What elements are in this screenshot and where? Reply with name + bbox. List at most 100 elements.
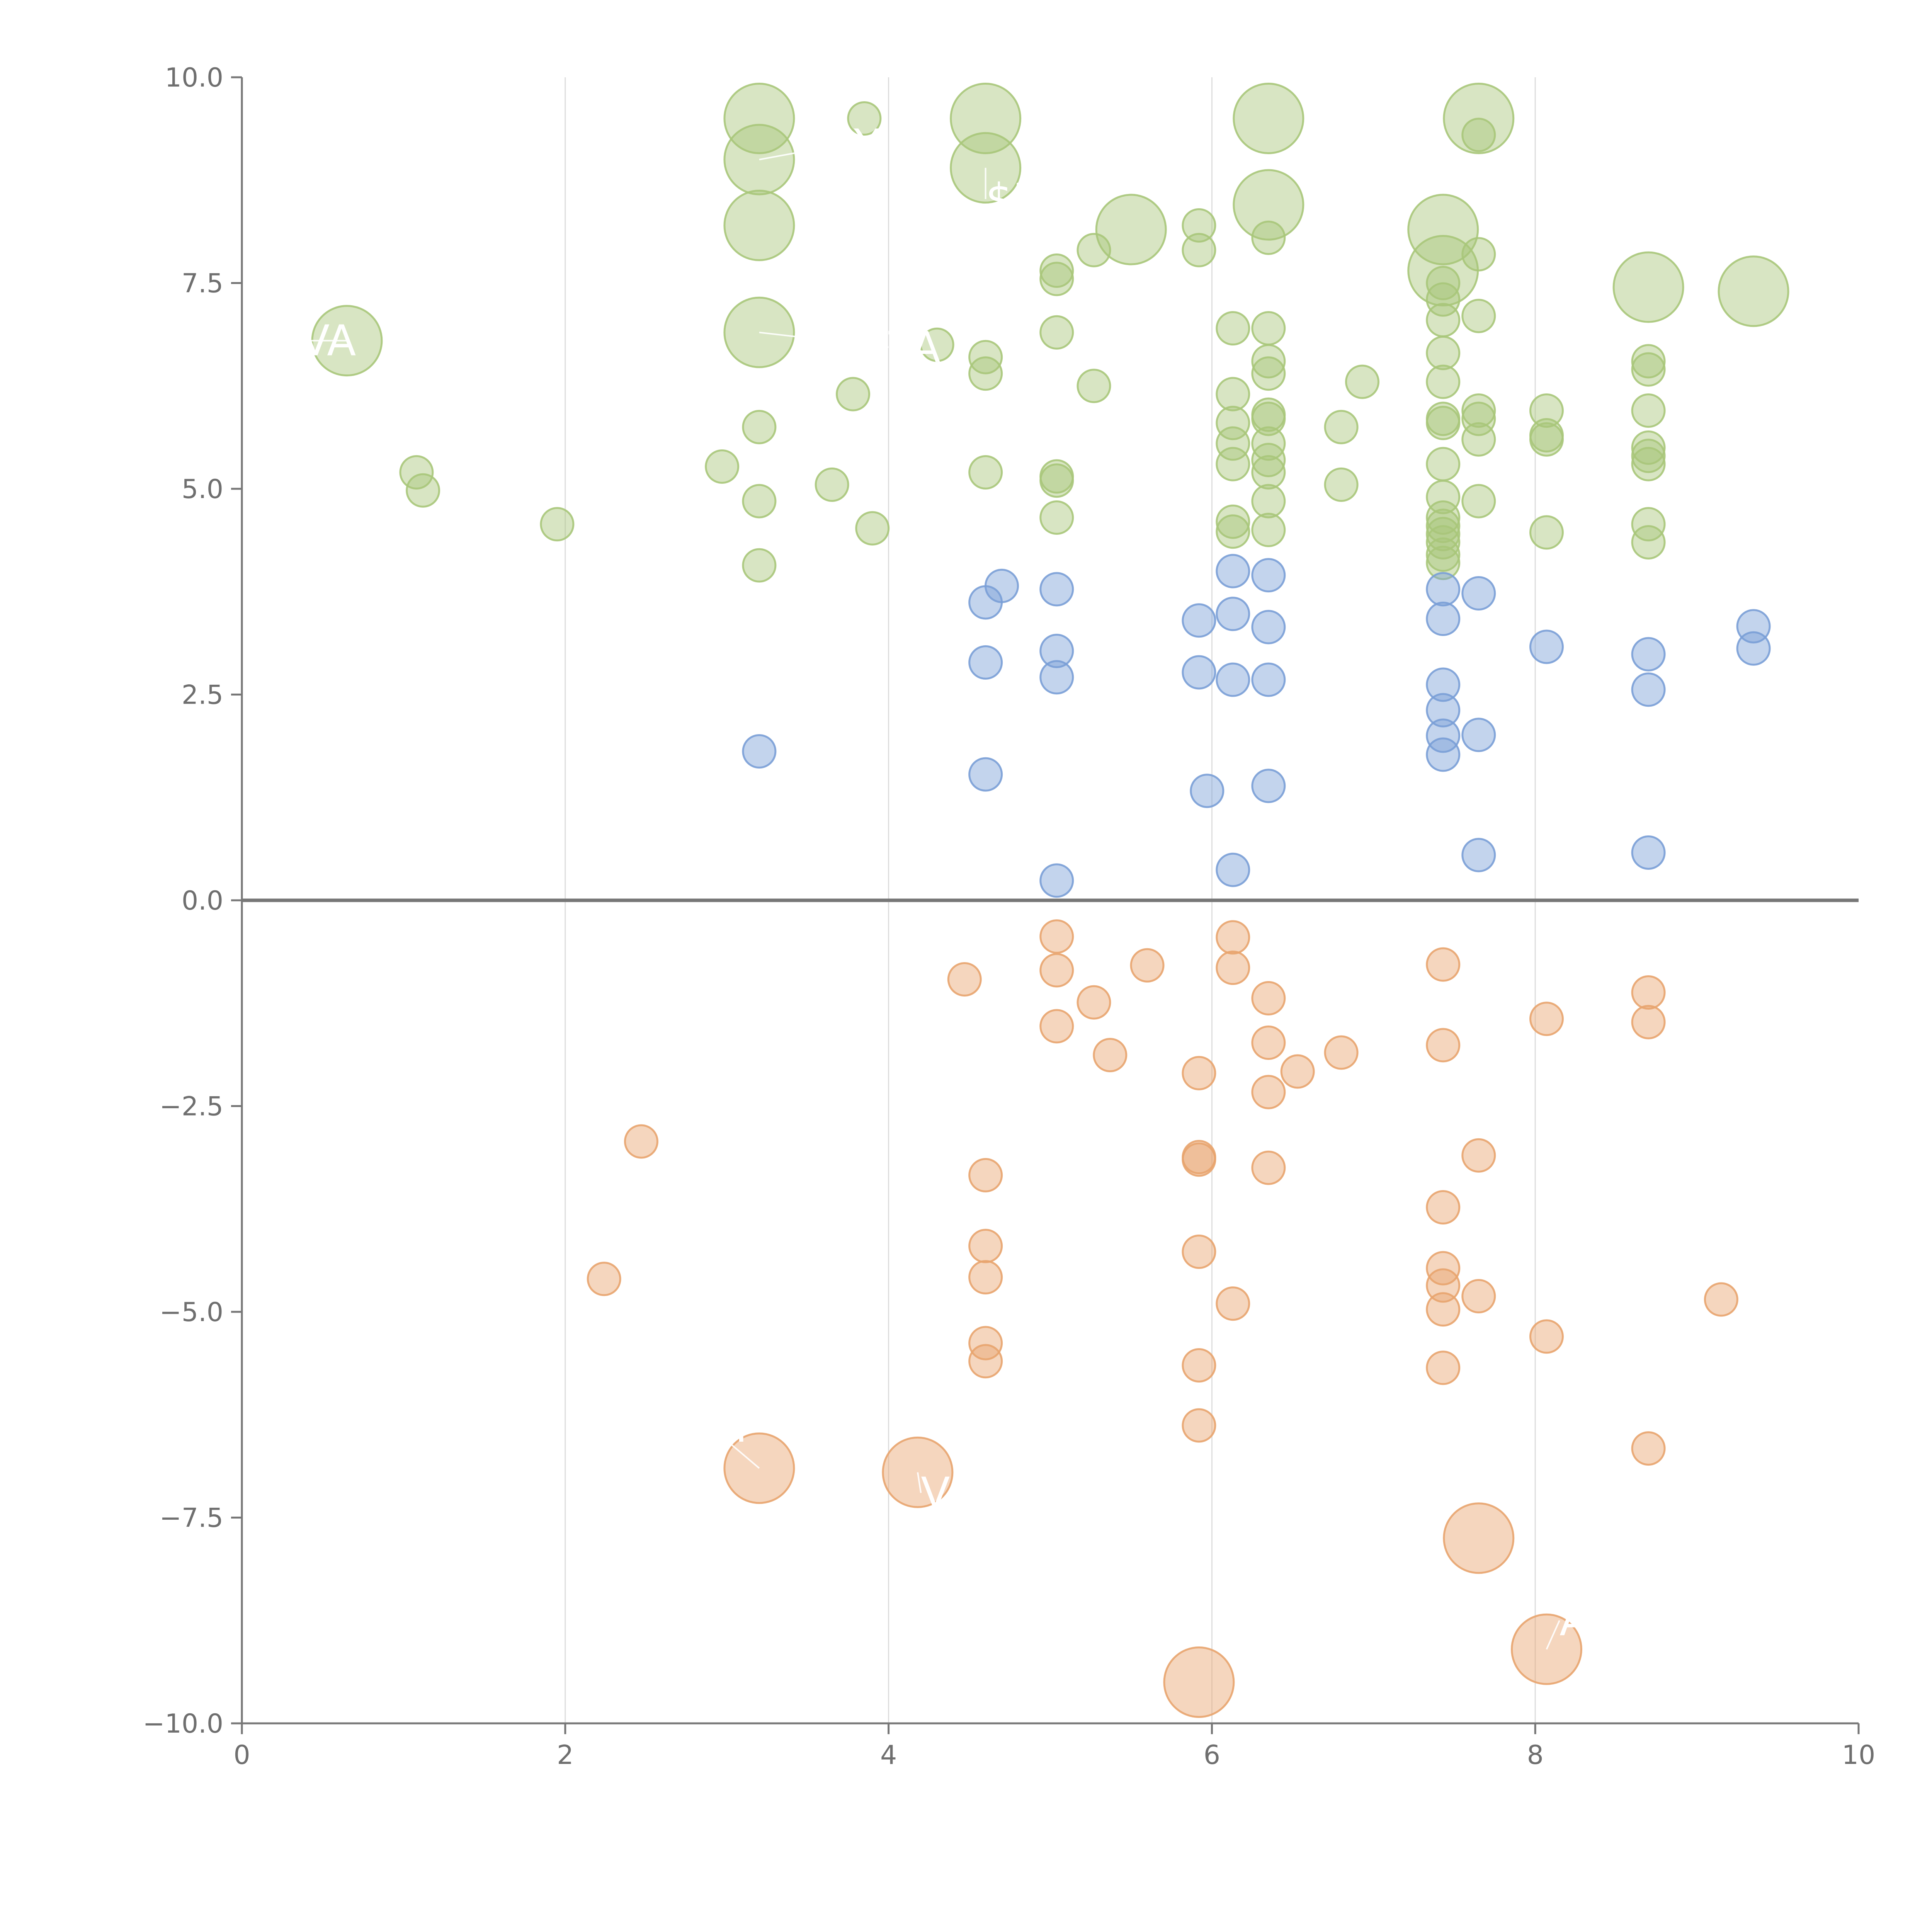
green-point-75	[1426, 480, 1461, 514]
green-point-54	[1324, 410, 1359, 444]
point-label: VI	[921, 1468, 963, 1518]
blue-point-0	[1216, 554, 1250, 588]
blue-point-7	[1216, 597, 1250, 631]
point-label: A	[1560, 1596, 1588, 1645]
orange-point-4	[1216, 951, 1250, 985]
green-point-17	[1039, 253, 1074, 288]
orange-point-37	[1529, 1319, 1564, 1354]
label-leader-3	[759, 332, 889, 348]
label-leader-5	[917, 1472, 922, 1493]
point-label: $M	[986, 174, 1049, 224]
green-point-24	[1461, 299, 1496, 333]
x-tick-label: 2	[557, 1740, 573, 1770]
green-point-46	[1631, 393, 1666, 428]
green-point-3	[1233, 83, 1304, 154]
blue-point-32	[1631, 835, 1666, 870]
blue-point-15	[1631, 637, 1666, 672]
x-tick-label: 10	[1842, 1740, 1876, 1770]
blue-point-16	[968, 645, 1003, 680]
green-point-51	[1461, 401, 1496, 436]
green-point-74	[406, 473, 440, 508]
green-point-65	[1426, 447, 1461, 481]
orange-point-8	[1251, 981, 1286, 1015]
orange-point-18	[1182, 1056, 1216, 1090]
blue-point-25	[1461, 718, 1496, 752]
green-point-68	[968, 455, 1003, 490]
green-point-25	[1426, 303, 1461, 337]
green-point-15	[1077, 233, 1111, 267]
blue-point-13	[1039, 634, 1074, 668]
blue-point-29	[1251, 769, 1286, 803]
green-point-85	[855, 511, 890, 546]
axes: 0 2 4 6 8 10 −10.0 −7.5 −5.0 −2.5 0.0 2.5 5.0 7.5 10.0	[143, 63, 1876, 1770]
green-point-86	[1216, 514, 1250, 549]
blue-point-14	[1736, 631, 1771, 666]
blue-point-18	[1039, 660, 1074, 695]
green-point-18	[1039, 262, 1074, 296]
orange-point-23	[1182, 1142, 1216, 1177]
blue-point-34	[1039, 863, 1074, 898]
green-point-23	[1718, 255, 1789, 327]
label-leader-4	[710, 1426, 760, 1469]
green-point-57	[1216, 426, 1250, 461]
point-label: TA	[888, 323, 940, 372]
green-point-6	[723, 124, 795, 196]
y-tick-label: −2.5	[160, 1092, 223, 1122]
green-point-32	[1426, 336, 1461, 371]
x-tick-label: 4	[880, 1740, 897, 1770]
point-label: M	[711, 1402, 747, 1452]
orange-point-13	[1251, 1025, 1286, 1060]
orange-point-38	[968, 1326, 1003, 1361]
green-point-14	[1182, 233, 1216, 267]
orange-point-0	[1039, 919, 1074, 954]
green-point-88	[1529, 515, 1564, 550]
y-tick-label: −10.0	[143, 1709, 223, 1739]
green-point-78	[1461, 484, 1496, 519]
green-point-31	[920, 327, 954, 362]
data-points	[311, 83, 1789, 1718]
orange-point-46	[1443, 1502, 1515, 1574]
orange-point-30	[968, 1260, 1003, 1295]
blue-point-5	[1461, 576, 1496, 611]
green-point-34	[1251, 344, 1286, 379]
green-point-91	[1631, 525, 1666, 560]
orange-point-21	[1461, 1138, 1496, 1173]
orange-point-19	[1251, 1075, 1286, 1109]
orange-point-9	[1077, 985, 1111, 1020]
green-point-59	[1461, 422, 1496, 457]
orange-point-17	[1280, 1054, 1315, 1089]
green-point-82	[1631, 507, 1666, 542]
blue-point-19	[1216, 662, 1250, 697]
y-tick-label: −7.5	[160, 1503, 223, 1534]
orange-point-16	[1093, 1037, 1128, 1072]
green-point-38	[1631, 352, 1666, 387]
orange-point-34	[1704, 1282, 1738, 1317]
green-point-11	[1182, 208, 1216, 243]
orange-point-29	[1426, 1251, 1461, 1286]
blue-point-10	[1251, 610, 1286, 645]
blue-point-20	[1251, 662, 1286, 697]
green-point-10	[1095, 194, 1167, 265]
green-point-89	[1426, 517, 1461, 551]
blue-point-31	[1461, 838, 1496, 872]
orange-point-39	[968, 1344, 1003, 1379]
orange-point-42	[1182, 1408, 1216, 1443]
green-point-5	[1461, 117, 1496, 152]
green-point-35	[1631, 344, 1666, 379]
blue-point-23	[1426, 693, 1461, 728]
green-point-50	[1426, 406, 1461, 440]
x-tick-label: 0	[233, 1740, 250, 1770]
orange-point-10	[1529, 1002, 1564, 1036]
green-point-1	[847, 101, 882, 136]
y-tick-label: 5.0	[182, 474, 223, 505]
y-tick-label: −5.0	[160, 1297, 223, 1328]
green-point-52	[1216, 406, 1250, 440]
blue-point-9	[1426, 602, 1461, 636]
blue-point-1	[1251, 558, 1286, 593]
green-point-77	[1251, 484, 1286, 519]
blue-point-26	[742, 734, 777, 769]
green-point-2	[950, 83, 1022, 154]
green-point-44	[1461, 393, 1496, 428]
blue-point-28	[968, 757, 1003, 792]
